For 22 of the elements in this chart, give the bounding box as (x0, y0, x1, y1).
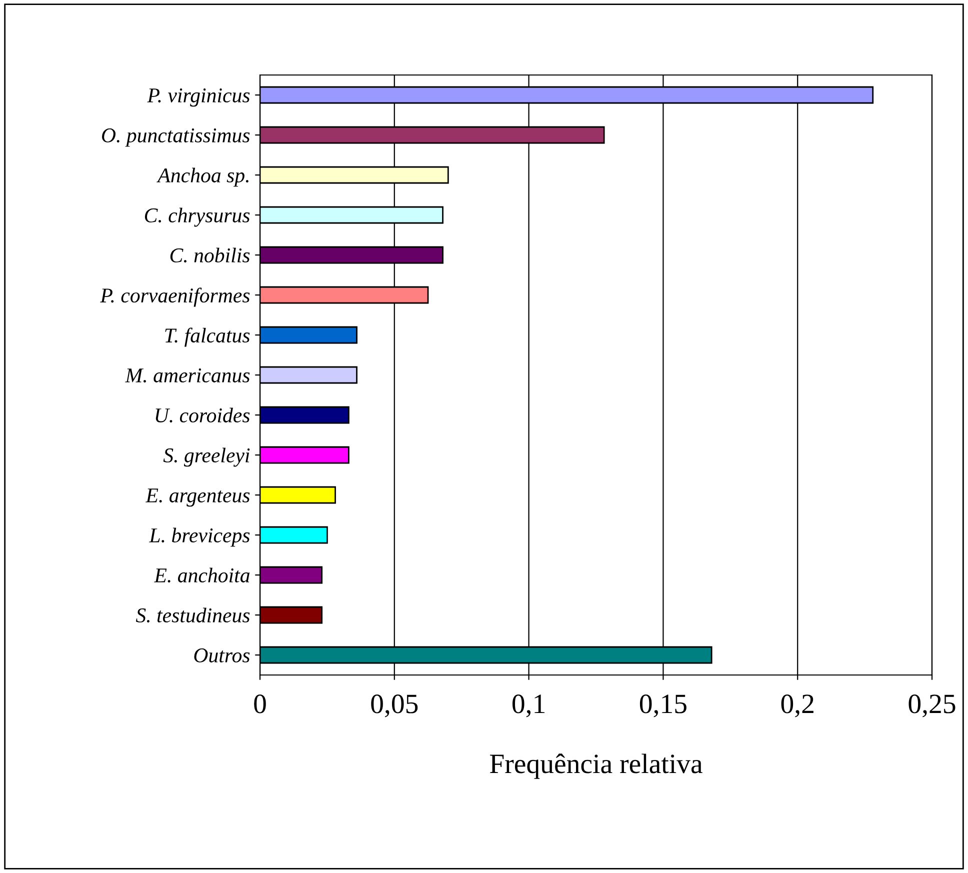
x-tick-label: 0,1 (512, 694, 544, 718)
y-tick-label: C. chrysurus (144, 208, 250, 227)
y-tick-label: E. anchoita (154, 568, 250, 583)
y-tick-label: O. punctatissimus (102, 128, 250, 147)
x-tick-label: 0,2 (781, 694, 814, 718)
x-tick-label: 0,15 (640, 694, 686, 718)
x-tick-label: 0,05 (371, 694, 418, 718)
x-tick-label: 0 (254, 694, 266, 714)
y-tick-label: S. greeleyi (163, 448, 250, 467)
y-tick-label: E. argenteus (146, 488, 250, 507)
y-tick-label: Outros (194, 648, 250, 662)
y-tick-label: T. falcatus (165, 328, 250, 347)
x-axis-title: Frequência relativa (490, 754, 702, 779)
y-tick-label: L. breviceps (148, 528, 250, 547)
y-tick-label: C. nobilis (170, 248, 250, 263)
x-tick-label: 0,25 (908, 694, 956, 718)
y-tick-label: U. coroides (156, 408, 250, 423)
y-tick-label: S. testudineus (136, 608, 250, 623)
y-tick-label: P. corvaeniformes (100, 288, 250, 307)
y-tick-label: M. americanus (125, 368, 250, 383)
y-tick-label: P. virginicus (147, 88, 250, 107)
y-tick-label: Anchoa sp. (156, 168, 248, 187)
